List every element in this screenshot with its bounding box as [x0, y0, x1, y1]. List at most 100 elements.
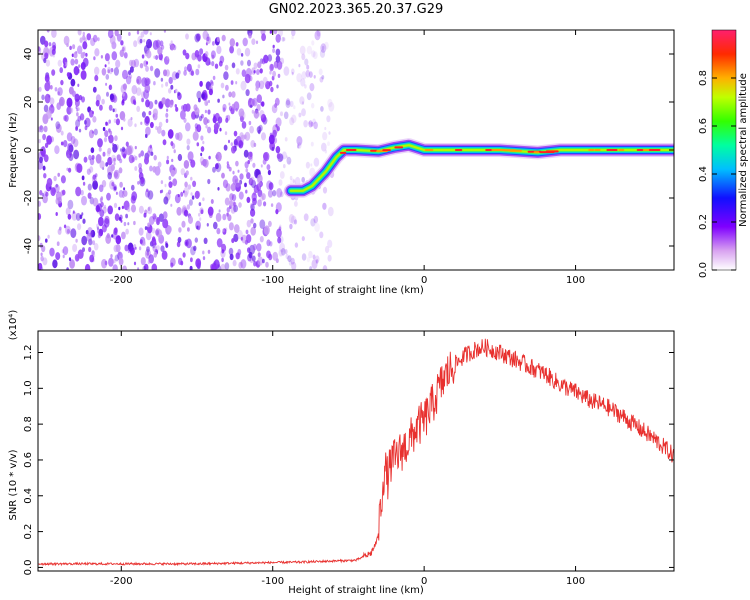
- noise-speckle: [55, 183, 58, 188]
- noise-speckle: [104, 64, 107, 68]
- noise-speckle: [114, 254, 119, 262]
- noise-speckle: [275, 258, 279, 263]
- y-tick-label: 20: [23, 96, 34, 109]
- noise-speckle: [120, 126, 124, 131]
- noise-speckle: [87, 183, 92, 191]
- noise-speckle: [170, 141, 174, 147]
- noise-speckle: [225, 117, 229, 123]
- noise-speckle: [46, 109, 52, 119]
- noise-speckle: [165, 112, 169, 118]
- noise-speckle: [160, 245, 165, 252]
- noise-speckle: [38, 262, 43, 270]
- noise-speckle: [166, 108, 169, 112]
- noise-speckle: [113, 202, 118, 208]
- noise-speckle: [185, 33, 189, 40]
- noise-speckle: [123, 52, 128, 59]
- noise-speckle: [67, 154, 71, 159]
- noise-speckle: [79, 113, 85, 121]
- noise-speckle: [119, 158, 123, 164]
- noise-speckle: [77, 30, 82, 36]
- noise-speckle: [46, 177, 53, 187]
- noise-speckle: [170, 169, 175, 177]
- noise-speckle: [40, 35, 46, 45]
- colorbar-tick-label: 0.2: [698, 214, 709, 230]
- noise-speckle: [227, 214, 232, 222]
- spectrogram-x-ticks: -200 -100 0 100: [110, 30, 585, 286]
- noise-speckle: [143, 39, 146, 43]
- noise-speckle: [230, 142, 233, 147]
- noise-speckle: [66, 132, 73, 142]
- noise-speckle: [112, 108, 115, 113]
- noise-speckle: [291, 30, 296, 37]
- noise-speckle: [147, 206, 153, 215]
- noise-speckle: [92, 86, 97, 93]
- noise-speckle: [170, 203, 173, 207]
- noise-speckle: [114, 213, 120, 221]
- noise-speckle: [68, 144, 74, 153]
- noise-speckle: [168, 181, 173, 189]
- y-tick-label: 40: [23, 48, 34, 61]
- noise-speckle: [146, 246, 150, 253]
- noise-speckle: [183, 190, 188, 198]
- colorbar-ticks: 0.0 0.2 0.4 0.6 0.8: [698, 70, 736, 278]
- noise-speckle: [301, 253, 307, 261]
- noise-speckle: [80, 70, 87, 80]
- noise-speckle: [202, 197, 205, 202]
- noise-speckle: [68, 86, 74, 95]
- noise-speckle: [108, 257, 114, 267]
- snr-x-label: Height of straight line (km): [288, 585, 424, 596]
- noise-speckle: [114, 108, 117, 113]
- noise-speckle: [137, 267, 140, 270]
- noise-speckle: [76, 163, 83, 173]
- noise-speckle: [312, 254, 316, 260]
- noise-speckle: [74, 93, 80, 103]
- noise-speckle: [194, 33, 200, 43]
- noise-speckle: [306, 45, 313, 55]
- noise-speckle: [272, 48, 276, 54]
- noise-speckle: [92, 180, 98, 190]
- noise-speckle: [121, 193, 125, 198]
- noise-speckle: [99, 209, 105, 218]
- noise-speckle: [177, 153, 183, 162]
- noise-speckle: [267, 54, 273, 62]
- noise-speckle: [138, 205, 144, 214]
- noise-speckle: [237, 229, 243, 240]
- noise-speckle: [161, 44, 165, 50]
- noise-speckle: [129, 59, 133, 67]
- noise-speckle: [216, 227, 221, 235]
- noise-speckle: [228, 91, 232, 98]
- noise-speckle: [200, 209, 204, 214]
- noise-speckle: [109, 69, 113, 75]
- noise-speckle: [283, 164, 286, 169]
- noise-speckle: [207, 126, 212, 134]
- noise-speckle: [48, 42, 52, 47]
- noise-speckle: [202, 250, 205, 255]
- noise-speckle: [186, 63, 192, 72]
- noise-speckle: [190, 192, 193, 196]
- noise-speckle: [174, 88, 178, 93]
- noise-speckle: [110, 254, 113, 258]
- noise-speckle: [276, 84, 279, 89]
- noise-speckle: [182, 49, 187, 56]
- noise-speckle: [86, 33, 92, 41]
- noise-speckle: [279, 224, 282, 229]
- noise-speckle: [57, 87, 63, 96]
- noise-speckle: [253, 260, 257, 267]
- noise-speckle: [233, 101, 240, 111]
- noise-speckle: [121, 99, 125, 104]
- noise-speckle: [136, 87, 142, 96]
- noise-speckle: [94, 48, 100, 57]
- noise-speckle: [247, 247, 251, 253]
- noise-speckle: [52, 54, 55, 58]
- noise-speckle: [46, 135, 52, 145]
- noise-speckle: [170, 44, 175, 51]
- noise-speckle: [146, 50, 152, 59]
- noise-speckle: [257, 252, 261, 258]
- noise-speckle: [289, 100, 294, 108]
- noise-speckle: [165, 243, 169, 248]
- noise-speckle: [256, 69, 260, 75]
- noise-speckle: [220, 263, 226, 270]
- noise-speckle: [292, 179, 295, 184]
- noise-speckle: [291, 114, 297, 124]
- noise-speckle: [77, 249, 84, 259]
